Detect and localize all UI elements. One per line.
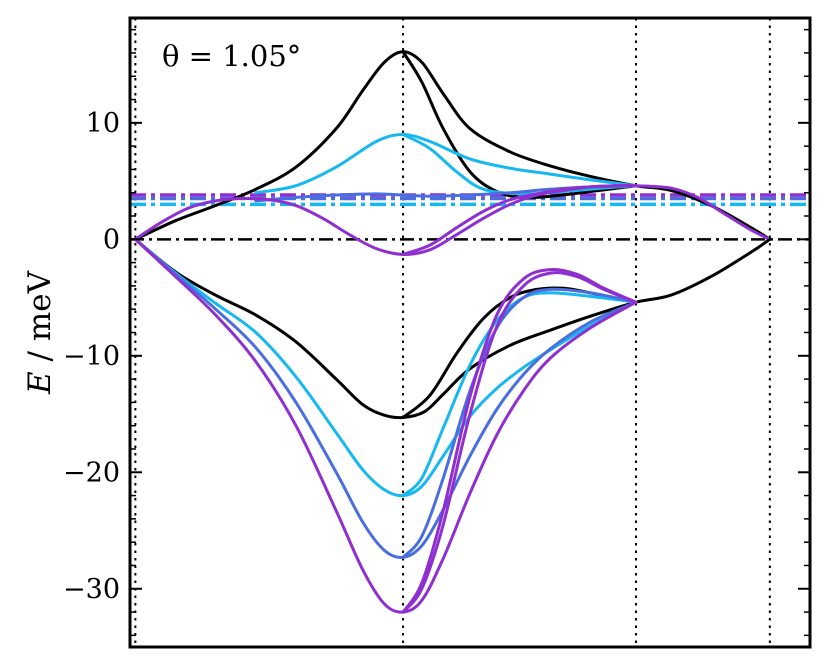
band-line-black-7	[133, 237, 772, 420]
y-axis-variable: E	[22, 371, 58, 395]
y-axis-label: E / meV	[22, 270, 58, 395]
band-line-black-0	[133, 50, 772, 241]
reference-lines	[130, 18, 810, 647]
band-line-violet-6	[401, 184, 638, 256]
band-line-violet-5	[133, 184, 772, 256]
y-tick-label: −30	[63, 574, 120, 605]
y-tick-label: 0	[103, 224, 120, 255]
band-line-light_blue-10	[401, 291, 638, 498]
band-lines	[133, 50, 772, 614]
y-tick-label: 10	[86, 108, 120, 139]
y-axis-ticks: 10 0 −10 −20 −30	[63, 28, 810, 637]
y-tick-label: −10	[63, 341, 120, 372]
band-line-light_blue-9	[133, 237, 638, 498]
band-line-violet-14	[401, 267, 638, 614]
y-tick-label: −20	[63, 457, 120, 488]
twist-angle-annotation: θ = 1.05°	[162, 39, 301, 73]
band-line-violet-13	[133, 237, 638, 614]
band-line-black-1	[401, 50, 638, 200]
y-axis-unit: / meV	[22, 270, 58, 371]
band-line-violet-15	[401, 271, 638, 614]
plot-frame	[128, 16, 812, 649]
band-line-light_blue-2	[254, 132, 638, 195]
